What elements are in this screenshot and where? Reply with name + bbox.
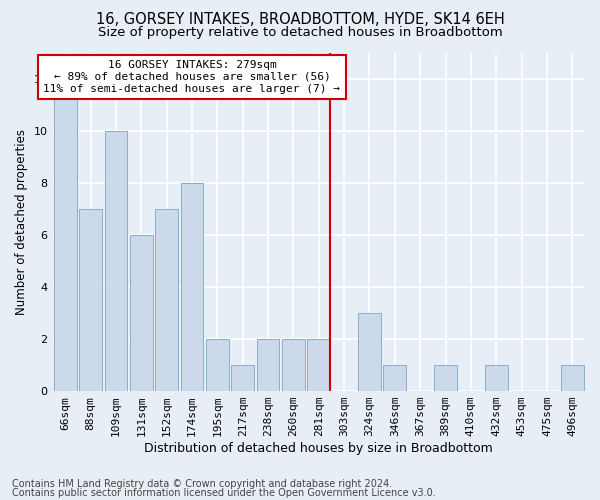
Bar [257, 339, 280, 391]
Bar [79, 209, 102, 391]
Bar [231, 365, 254, 391]
Bar [54, 78, 77, 391]
Y-axis label: Number of detached properties: Number of detached properties [15, 129, 28, 315]
Text: Contains public sector information licensed under the Open Government Licence v3: Contains public sector information licen… [12, 488, 436, 498]
Bar [181, 182, 203, 391]
Bar [130, 235, 152, 391]
Bar [104, 130, 127, 391]
Bar [485, 365, 508, 391]
Bar [358, 313, 381, 391]
Bar [383, 365, 406, 391]
X-axis label: Distribution of detached houses by size in Broadbottom: Distribution of detached houses by size … [145, 442, 493, 455]
Text: 16, GORSEY INTAKES, BROADBOTTOM, HYDE, SK14 6EH: 16, GORSEY INTAKES, BROADBOTTOM, HYDE, S… [95, 12, 505, 28]
Bar [155, 209, 178, 391]
Bar [282, 339, 305, 391]
Bar [206, 339, 229, 391]
Bar [434, 365, 457, 391]
Text: 16 GORSEY INTAKES: 279sqm
← 89% of detached houses are smaller (56)
11% of semi-: 16 GORSEY INTAKES: 279sqm ← 89% of detac… [43, 60, 340, 94]
Text: Size of property relative to detached houses in Broadbottom: Size of property relative to detached ho… [98, 26, 502, 39]
Bar [561, 365, 584, 391]
Bar [307, 339, 330, 391]
Text: Contains HM Land Registry data © Crown copyright and database right 2024.: Contains HM Land Registry data © Crown c… [12, 479, 392, 489]
